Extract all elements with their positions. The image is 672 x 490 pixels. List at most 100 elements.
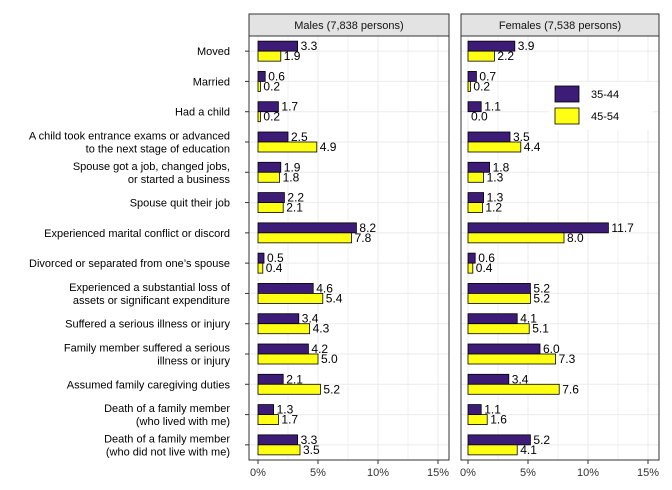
x-tick-label: 10% [367,467,389,479]
category-label: (who lived with me) [136,416,230,428]
category-label: to the next stage of education [86,144,230,156]
data-label: 4.1 [520,443,537,457]
data-label: 8.0 [567,231,584,245]
data-label: 1.9 [284,160,301,174]
data-label: 3.4 [302,312,319,326]
data-label: 3.9 [518,39,535,53]
bar [467,81,471,92]
bar [467,444,518,456]
plot-area [249,36,449,460]
data-label: 1.8 [283,170,300,184]
data-label: 2.1 [286,201,303,215]
bar [467,383,560,395]
bar [257,161,282,173]
legend-label: 45-54 [591,111,619,123]
data-label: 1.8 [493,160,510,174]
data-label: 3.5 [303,443,320,457]
category-label: illness or injury [157,356,230,368]
data-label: 0.5 [267,251,284,265]
bar [257,323,310,335]
bar [467,192,485,203]
data-label: 0.7 [479,69,496,83]
bar [467,252,476,264]
data-label: 4.3 [313,322,330,336]
bar [257,50,282,62]
panel-frame [460,35,660,461]
data-label: 1.6 [490,413,507,427]
bar [257,141,318,153]
data-label: 1.2 [485,201,502,215]
bar [257,293,324,304]
panel-title: Females (7,538 persons) [499,20,621,32]
data-label: 0.2 [263,79,280,93]
data-label: 1.3 [487,191,504,205]
bar [257,111,261,123]
category-label: Married [193,76,230,88]
category-label: assets or significant expenditure [73,295,230,307]
bar [257,252,265,264]
bar [467,414,488,425]
bar [257,171,281,183]
category-label: or started a business [128,174,231,186]
bar [257,101,279,113]
data-label: 2.2 [497,49,514,63]
bar [467,283,531,294]
data-label: 3.5 [513,130,530,144]
data-label: 0.2 [263,110,280,124]
data-label: 11.7 [611,221,634,235]
bar [467,293,531,304]
data-label: 1.9 [284,49,301,63]
bar [257,232,352,244]
category-label: (who did not live with me) [106,446,230,458]
data-label: 6.0 [543,342,560,356]
bar [257,434,298,446]
panel-title: Males (7,838 persons) [294,20,403,32]
bar [467,202,483,213]
bar [257,81,261,92]
data-label: 3.3 [301,39,318,53]
x-tick-label: 0% [460,467,476,479]
bar [257,192,285,203]
bar [257,313,300,325]
bar [257,262,264,274]
category-label: A child took entrance exams or advanced [29,131,230,143]
x-tick-label: 15% [637,467,659,479]
x-tick-label: 10% [577,467,599,479]
bar [257,444,301,456]
category-label: Suffered a serious illness or injury [65,319,230,331]
category-label: Experienced a substantial loss of [69,282,231,294]
data-label: 0.6 [268,69,285,83]
data-label: 5.4 [326,291,343,305]
bar [467,373,510,385]
panel-frame [248,35,450,461]
data-label: 5.2 [533,281,550,295]
data-label: 2.2 [287,191,304,205]
data-label: 3.3 [301,433,318,447]
category-label: Had a child [175,107,230,119]
data-label: 4.9 [320,140,337,154]
bar [467,50,495,62]
data-label: 5.0 [321,352,338,366]
bar [467,404,482,415]
category-label: Moved [197,46,230,58]
data-label: 7.8 [355,231,372,245]
bar [467,323,530,335]
bar [257,71,266,82]
legend-swatch [554,107,580,125]
data-label: 7.3 [559,352,576,366]
x-tick-label: 0% [250,467,266,479]
legend-swatch [554,85,580,103]
category-label: Family member suffered a serious [64,343,231,355]
category-label: Divorced or separated from one’s spouse [29,258,230,270]
data-label: 1.7 [281,413,298,427]
data-label: 1.1 [484,403,501,417]
category-label: Death of a family member [104,433,230,445]
x-tick-label: 5% [310,467,326,479]
bar [257,202,284,213]
data-label: 2.1 [286,372,303,386]
bar [257,131,289,143]
data-label: 4.1 [520,312,537,326]
bar [467,131,511,143]
bar [467,71,477,82]
bar [467,262,474,274]
